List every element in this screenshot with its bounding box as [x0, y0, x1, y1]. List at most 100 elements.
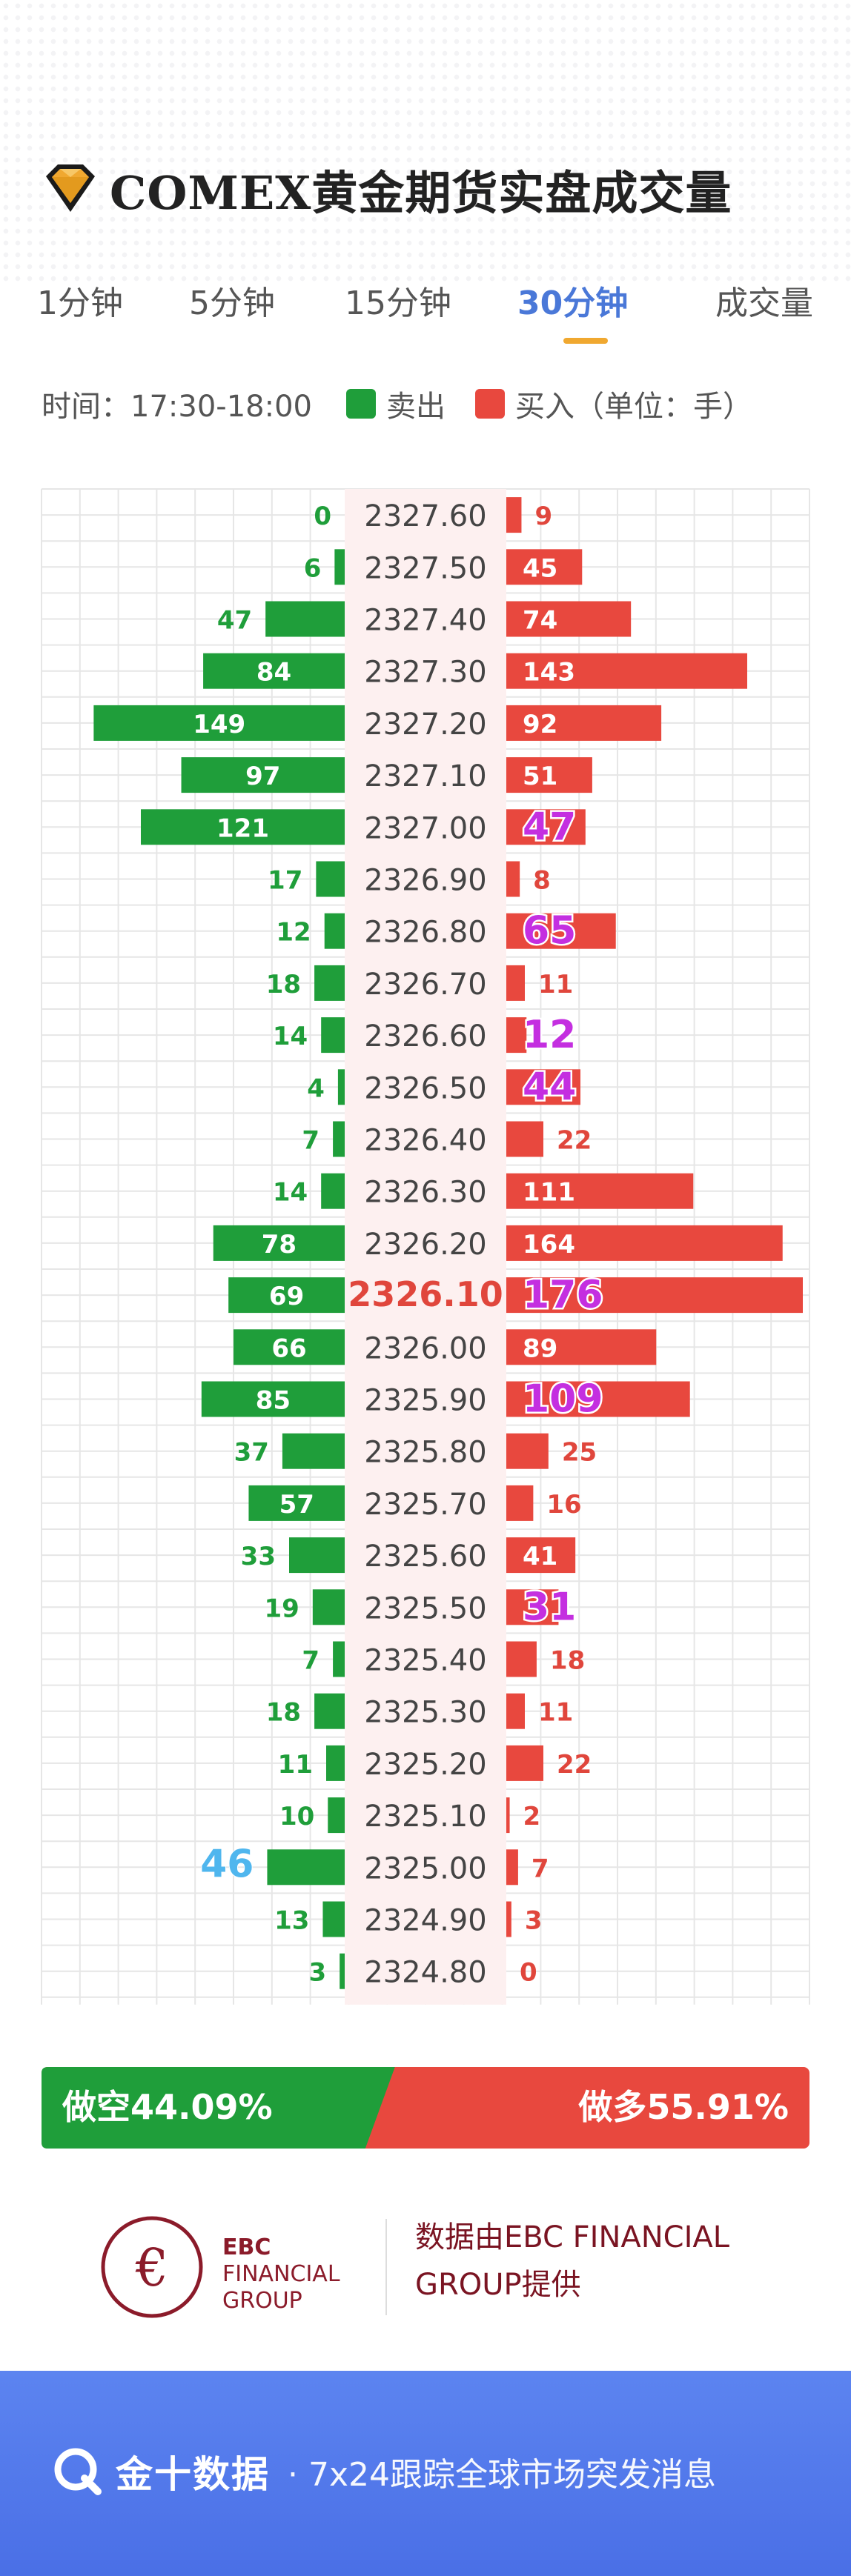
price-column-band [345, 489, 506, 2005]
buy-bar [506, 1121, 543, 1157]
buy-value-label: 89 [523, 1334, 557, 1363]
price-tick-label: 2326.00 [364, 1331, 486, 1365]
buy-value-label: 45 [523, 553, 557, 583]
price-tick-label: 2324.80 [364, 1956, 486, 1990]
sell-value-label: 37 [234, 1438, 269, 1468]
time-range-label: 时间：17:30-18:00 [42, 390, 312, 424]
buy-bar [506, 601, 632, 637]
sell-bar [141, 809, 345, 845]
buy-value-label: 109 [523, 1377, 603, 1422]
sell-swatch [345, 389, 376, 419]
buy-value-label: 111 [523, 1178, 575, 1208]
sell-bar [314, 965, 345, 1001]
buy-bar [506, 1433, 549, 1469]
price-tick-label: 2326.50 [364, 1071, 486, 1105]
price-tick-label: 2325.20 [364, 1748, 486, 1782]
diamond-logo-icon [46, 164, 95, 212]
buy-value-label: 164 [523, 1230, 575, 1259]
tab-15min[interactable]: 15分钟 [345, 284, 451, 322]
sell-bar [314, 1693, 345, 1729]
price-tick-label: 2327.10 [364, 759, 486, 793]
tab-30min[interactable]: 30分钟 [517, 284, 629, 322]
sell-value-label: 18 [266, 1698, 301, 1728]
provider-text: 数据由EBC FINANCIAL GROUP提供 [415, 2214, 729, 2309]
sell-value-label: 47 [217, 606, 252, 636]
sell-value-label: 57 [279, 1490, 314, 1520]
buy-bar [506, 1901, 511, 1937]
sell-value-label: 84 [256, 658, 291, 688]
sell-value-label: 19 [264, 1594, 299, 1623]
short-segment [42, 2067, 395, 2149]
sell-value-label: 7 [302, 1126, 319, 1156]
sell-value-label: 121 [216, 813, 269, 843]
price-tick-label: 2325.30 [364, 1696, 486, 1730]
buy-bar [506, 549, 583, 585]
buy-value-label: 11 [538, 1698, 573, 1728]
sell-bar [312, 1589, 345, 1625]
ebc-logo: € EBC FINANCIAL GROUP [101, 2216, 340, 2318]
sell-bar [321, 1017, 345, 1054]
buy-value-label: 74 [523, 606, 557, 636]
buy-value-label: 16 [546, 1490, 581, 1520]
sell-bar [333, 1641, 345, 1677]
buy-bar [506, 757, 592, 793]
price-tick-label: 2324.90 [364, 1904, 486, 1938]
sell-value-label: 7 [302, 1646, 319, 1676]
sell-value-label: 6 [304, 553, 322, 583]
price-tick-label: 2327.50 [364, 551, 486, 585]
sell-value-label: 97 [245, 762, 280, 791]
buy-value-label: 2 [523, 1802, 541, 1831]
buy-bar [506, 1069, 580, 1105]
buy-value-label: 44 [523, 1065, 576, 1109]
price-tick-label: 2325.60 [364, 1540, 486, 1574]
sell-value-label: 149 [193, 710, 245, 739]
tab-volume[interactable]: 成交量 [715, 284, 813, 322]
long-short-split-bar: 做空44.09% 做多55.91% [42, 2067, 809, 2149]
buy-bar [506, 705, 662, 741]
sell-value-label: 14 [273, 1022, 308, 1051]
buy-bar [506, 1329, 657, 1365]
page-header: COMEX黄金期货实盘成交量 [42, 152, 732, 226]
sell-bar [213, 1225, 345, 1261]
tab-5min[interactable]: 5分钟 [189, 284, 275, 322]
sell-value-label: 66 [271, 1334, 306, 1363]
tab-1min[interactable]: 1分钟 [37, 284, 123, 322]
sell-value-label: 18 [266, 970, 301, 999]
buy-bar [506, 1797, 510, 1834]
buy-bar [506, 1173, 694, 1209]
buy-bar [506, 1381, 690, 1417]
buy-value-label: 18 [550, 1646, 585, 1676]
sell-legend-label: 卖出 [385, 390, 446, 424]
price-tick-label: 2327.30 [364, 656, 486, 690]
buy-bar [506, 1225, 783, 1261]
buy-value-label: 25 [562, 1438, 597, 1468]
buy-bar [506, 1641, 537, 1677]
sell-value-label: 12 [276, 918, 311, 948]
buy-bar [506, 913, 616, 949]
price-tick-label: 2325.90 [364, 1384, 486, 1418]
sell-value-label: 3 [309, 1958, 327, 1988]
footer-brand: 金十数据 [116, 2453, 270, 2496]
sell-value-label: 33 [241, 1542, 276, 1571]
buy-value-label: 0 [520, 1958, 537, 1988]
sell-bar [334, 549, 345, 585]
price-tick-label: 2325.80 [364, 1436, 486, 1470]
price-tick-label: 2326.30 [364, 1176, 486, 1210]
buy-bar [506, 965, 525, 1001]
sell-value-label: 11 [278, 1750, 313, 1780]
buy-bar [506, 1693, 525, 1729]
ebc-logo-line2: FINANCIAL [222, 2261, 340, 2287]
provider-divider [385, 2219, 387, 2315]
ebc-circle-icon [101, 2216, 203, 2318]
sell-bar [181, 757, 345, 793]
sell-bar [289, 1537, 345, 1574]
interval-tabs: 1分钟 5分钟 15分钟 30分钟 成交量 [0, 274, 851, 348]
price-tick-label: 2325.50 [364, 1591, 486, 1625]
price-tick-label: 2327.60 [364, 499, 486, 533]
buy-bar [506, 497, 522, 533]
buy-value-label: 92 [523, 710, 557, 739]
buy-bar [506, 861, 520, 897]
price-tick-label: 2325.70 [364, 1488, 486, 1522]
long-percent-label: 做多55.91% [577, 2087, 789, 2127]
